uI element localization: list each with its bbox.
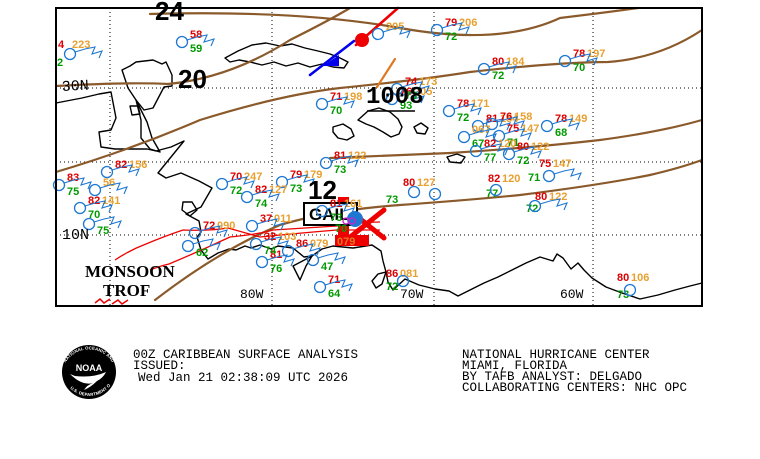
svg-text:72: 72 — [517, 155, 529, 167]
svg-text:COLLABORATING CENTERS: NHC OPC: COLLABORATING CENTERS: NHC OPC — [462, 381, 687, 395]
svg-text:32: 32 — [264, 231, 276, 243]
svg-text:74: 74 — [264, 245, 277, 257]
svg-text:78: 78 — [457, 98, 469, 110]
svg-text:75: 75 — [539, 158, 551, 170]
svg-text:78: 78 — [573, 48, 585, 60]
svg-text:71: 71 — [328, 274, 340, 286]
svg-text:82: 82 — [484, 138, 496, 150]
svg-text:80W: 80W — [240, 287, 264, 302]
svg-text:NOAA: NOAA — [76, 363, 103, 373]
svg-text:73: 73 — [330, 212, 342, 224]
svg-text:86: 86 — [296, 238, 308, 250]
svg-text:120: 120 — [502, 173, 520, 185]
svg-text:37: 37 — [260, 213, 272, 225]
svg-text:72: 72 — [492, 70, 504, 82]
svg-text:106: 106 — [631, 272, 649, 284]
svg-text:80: 80 — [403, 177, 415, 189]
svg-text:Wed Jan 21 02:38:09 UTC 2026: Wed Jan 21 02:38:09 UTC 2026 — [138, 371, 348, 385]
svg-text:81: 81 — [334, 150, 346, 162]
svg-text:76: 76 — [500, 111, 512, 123]
svg-text:24: 24 — [155, 0, 184, 26]
svg-text:223: 223 — [72, 39, 90, 51]
svg-text:56: 56 — [103, 177, 115, 189]
svg-text:60W: 60W — [560, 287, 584, 302]
svg-text:72: 72 — [203, 220, 215, 232]
svg-text:68: 68 — [555, 127, 567, 139]
svg-text:20: 20 — [178, 64, 207, 94]
svg-text:75: 75 — [67, 186, 79, 198]
svg-text:71: 71 — [528, 172, 540, 184]
svg-text:75: 75 — [507, 123, 519, 135]
svg-text:127: 127 — [417, 177, 435, 189]
svg-text:12: 12 — [308, 175, 337, 205]
svg-text:70: 70 — [330, 105, 342, 117]
svg-text:72: 72 — [386, 281, 398, 293]
svg-text:75: 75 — [97, 225, 109, 237]
svg-text:72: 72 — [445, 31, 457, 43]
svg-text:82: 82 — [488, 173, 500, 185]
svg-text:147: 147 — [553, 158, 571, 170]
svg-text:86: 86 — [386, 268, 398, 280]
svg-text:62: 62 — [196, 247, 208, 259]
svg-text:80: 80 — [617, 272, 629, 284]
svg-text:80: 80 — [492, 56, 504, 68]
svg-text:78: 78 — [555, 113, 567, 125]
svg-text:30N: 30N — [61, 78, 89, 96]
svg-text:83: 83 — [67, 172, 79, 184]
svg-text:079: 079 — [337, 236, 355, 248]
svg-text:70: 70 — [230, 171, 242, 183]
svg-text:82: 82 — [255, 184, 267, 196]
svg-text:70W: 70W — [400, 287, 424, 302]
svg-text:4: 4 — [58, 39, 65, 51]
svg-text:76: 76 — [270, 263, 282, 275]
svg-text:MONSOON: MONSOON — [85, 262, 175, 281]
svg-text:73: 73 — [290, 183, 302, 195]
svg-text:70: 70 — [573, 62, 585, 74]
svg-text:77: 77 — [484, 152, 496, 164]
svg-text:081: 081 — [400, 268, 418, 280]
svg-text:71: 71 — [330, 91, 342, 103]
svg-text:82: 82 — [88, 195, 100, 207]
svg-text:73: 73 — [386, 194, 398, 206]
svg-text:47: 47 — [321, 261, 333, 273]
svg-text:74: 74 — [255, 198, 268, 210]
svg-text:80: 80 — [517, 141, 529, 153]
svg-text:10N: 10N — [62, 227, 89, 244]
svg-text:1008: 1008 — [366, 84, 424, 111]
svg-text:59: 59 — [190, 43, 202, 55]
svg-text:58: 58 — [190, 29, 202, 41]
svg-text:72: 72 — [526, 203, 538, 215]
svg-text:79: 79 — [445, 17, 457, 29]
svg-text:70: 70 — [335, 223, 347, 235]
svg-text:TROF: TROF — [103, 281, 150, 300]
svg-text:64: 64 — [328, 288, 341, 300]
svg-text:2: 2 — [57, 57, 63, 69]
svg-text:79: 79 — [290, 169, 302, 181]
svg-text:72: 72 — [230, 185, 242, 197]
svg-text:72: 72 — [457, 112, 469, 124]
svg-text:82: 82 — [115, 159, 127, 171]
